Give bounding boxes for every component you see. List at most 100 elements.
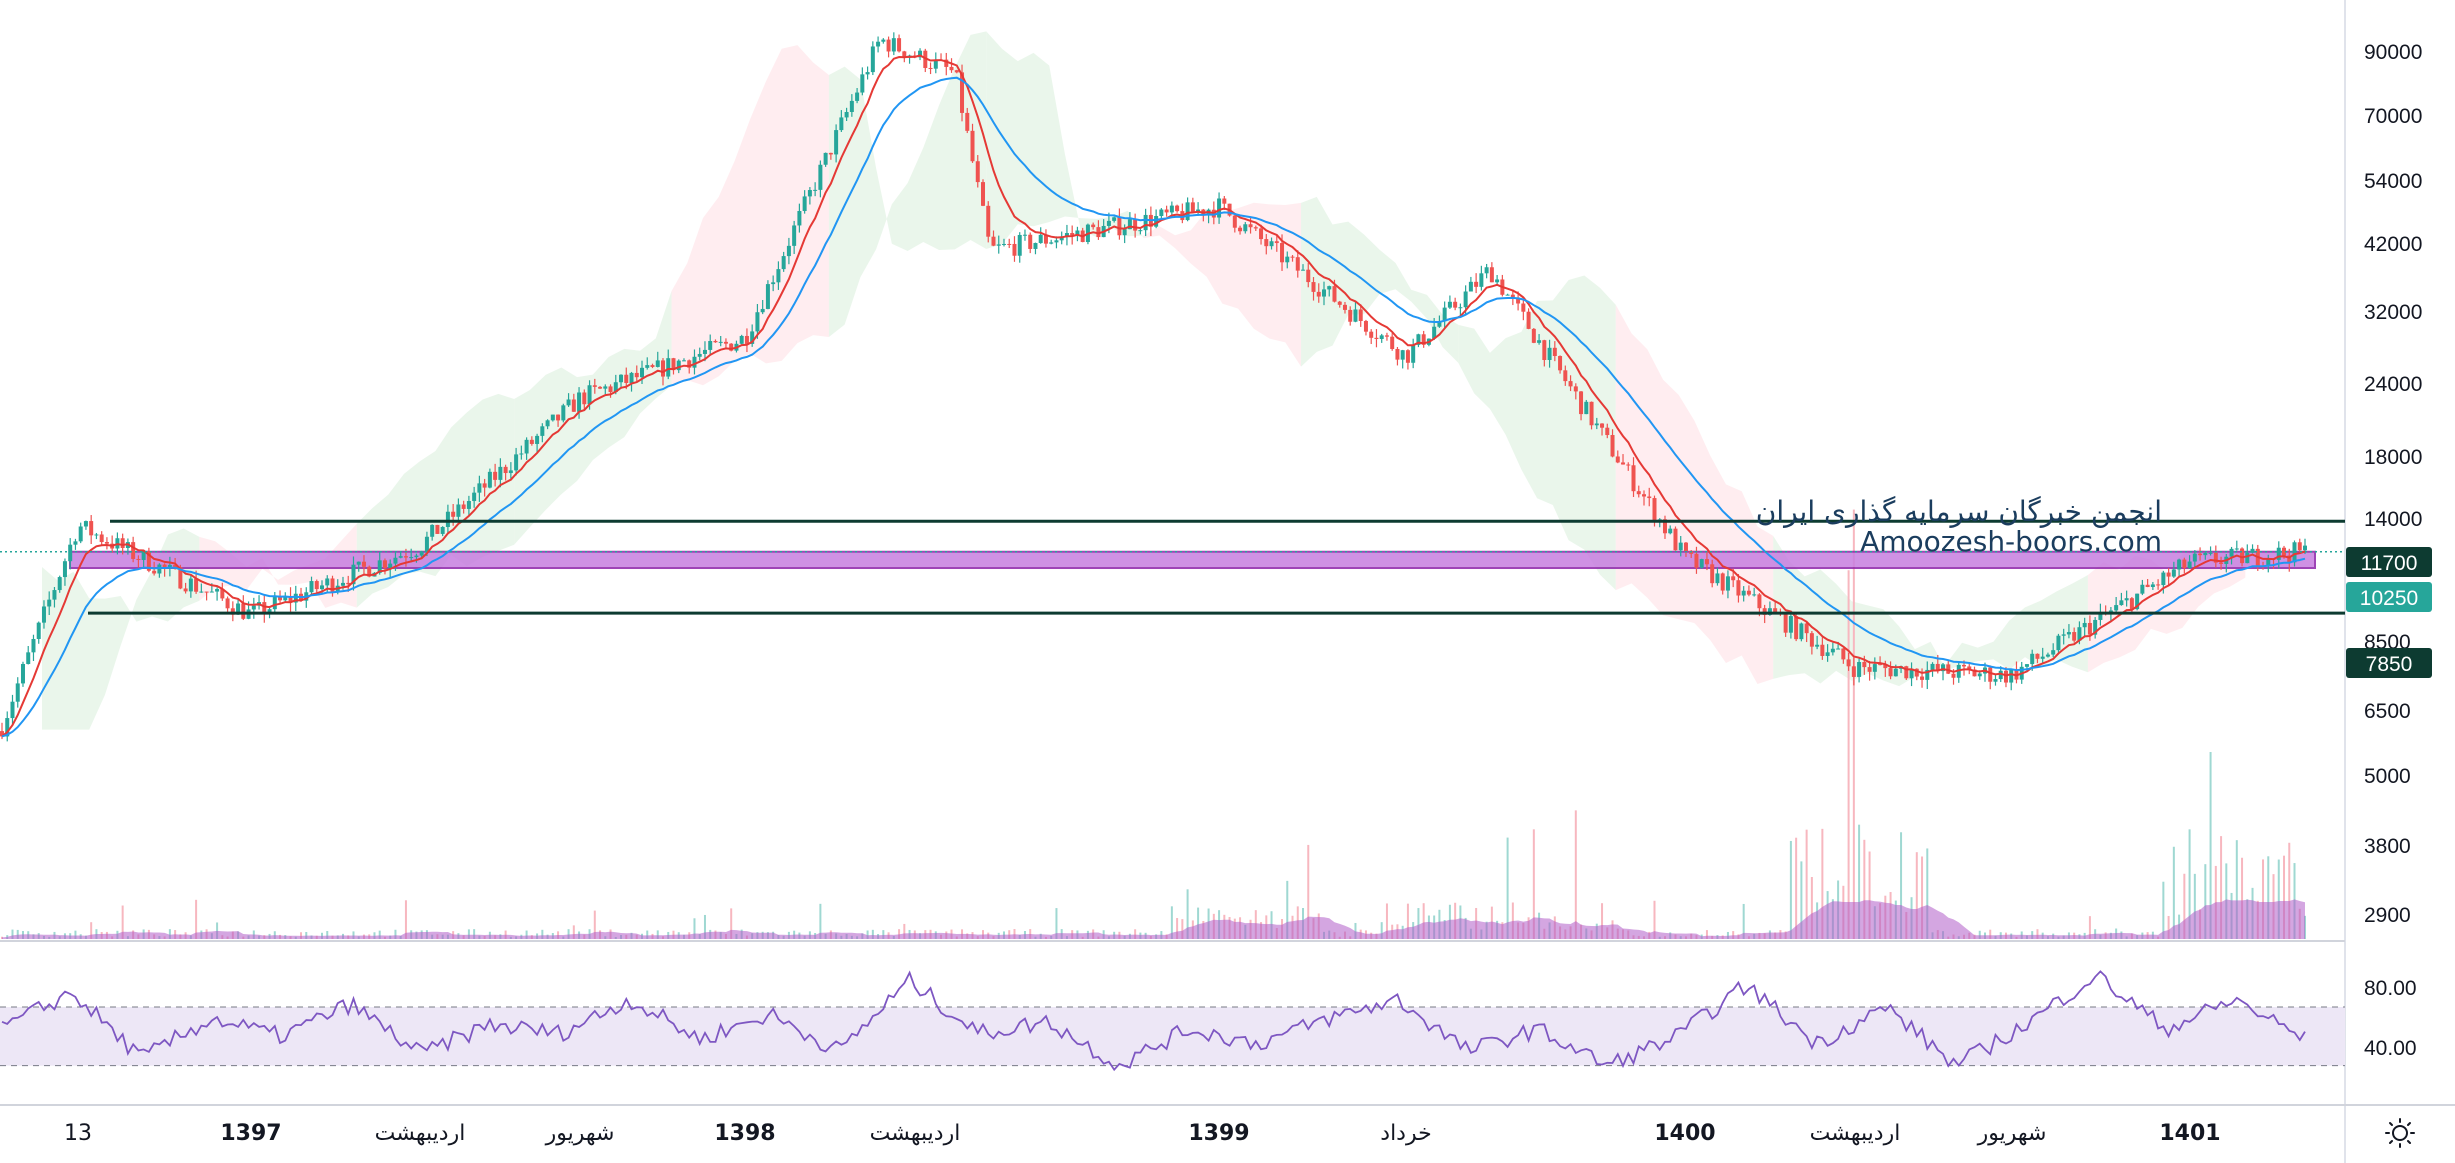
volume-bar [525,930,528,939]
time-axis[interactable]: 13 1397 اردیبهشت شهریور 1398 اردیبهشت 13… [64,1121,2221,1146]
candle-body [225,598,230,609]
volume-bar [1926,848,1929,939]
candle-body [797,211,802,226]
candle-body [1411,344,1416,363]
candle-body [839,117,844,131]
candle-body [1600,423,1605,428]
candle-body [1925,669,1930,680]
candle-body [272,597,277,610]
candle-body [2213,552,2218,563]
candle-body [1285,256,1290,263]
level-badge-upper[interactable]: 11700 [2346,547,2432,577]
candle-body [2198,553,2203,556]
last-price-badge[interactable]: 10250 [2346,582,2432,612]
level-badge-lower[interactable]: 7850 [2346,648,2432,678]
candle-body [2030,653,2035,665]
candle-body [849,100,854,112]
volume-bar [305,931,308,939]
candle-body [713,340,718,343]
volume-bar [541,929,544,939]
candle-body [1342,304,1347,310]
candle-body [283,596,288,601]
candle-body [1353,309,1358,322]
price-tick: 54000 [2364,170,2422,193]
volume-bar [656,930,659,939]
price-tick: 3800 [2364,835,2411,858]
candle-body [1463,291,1468,308]
candle-body [1851,666,1856,677]
candle-body [1788,616,1793,633]
cloud-segment [986,31,1144,250]
volume-bar [1795,837,1798,939]
horizontal-levels[interactable] [0,519,2345,615]
candle-body [508,470,513,474]
candle-body [141,551,146,560]
candle-body [1185,202,1190,221]
candle-body [1809,633,1814,647]
volume-bar [703,914,706,939]
candle-body [1007,243,1012,245]
candle-body [2182,559,2187,569]
volume-bar [1915,852,1918,939]
candle-body [152,570,157,574]
volume-bar [1989,929,1992,939]
candle-body [1484,267,1489,274]
candle-body [965,112,970,131]
volume-bar [593,910,596,939]
candle-body [430,524,435,537]
sun-icon[interactable] [2385,1118,2415,1148]
rsi-line [1,970,2306,1072]
candle-body [1725,576,1730,591]
time-label: 1398 [714,1121,775,1146]
candle-body [2150,584,2155,587]
volume-bar [2204,864,2207,939]
candle-body [786,245,791,257]
candle-body [1301,269,1306,271]
candle-body [194,578,199,592]
volume-bar [2183,873,2186,939]
price-axis[interactable]: 90000 70000 54000 42000 32000 24000 1800… [2364,41,2422,927]
candle-body [461,504,466,509]
candle-body [2066,632,2071,635]
candle-body [1112,217,1117,221]
volume-bar [352,931,355,939]
candle-body [1127,219,1132,230]
candle-body [199,591,204,593]
candle-body [1815,644,1820,647]
rsi-axis[interactable]: 80.00 40.00 [2364,977,2417,1060]
candle-body [1028,234,1033,249]
candle-body [398,556,403,558]
candle-body [293,593,298,603]
candle-body [1941,664,1946,672]
volume-bar [1789,840,1792,939]
candle-body [2156,584,2161,586]
candle-body [2135,593,2140,610]
candle-body [230,608,235,615]
candle-body [1516,297,1521,304]
candle-body [68,544,73,562]
volume-bar [2172,846,2175,939]
candle-body [340,582,345,586]
candle-body [1059,236,1064,241]
candle-body [1217,198,1222,218]
volume-bar [866,930,869,939]
candle-body [1311,282,1316,292]
candle-body [514,454,519,471]
candle-body [62,561,67,578]
candle-body [1138,230,1143,232]
candle-body [550,414,555,421]
candle-body [440,527,445,534]
price-tick: 90000 [2364,41,2422,64]
candle-body [954,70,959,73]
candle-body [2303,545,2307,551]
candle-body [1746,590,1751,595]
candle-body [388,563,393,569]
volume-bar [1286,880,1289,939]
candle-body [545,420,550,427]
volume-bar [2220,836,2223,939]
time-label: اردیبهشت [870,1121,961,1146]
volume-bar [2288,842,2291,939]
volume-bar [1900,832,1903,939]
candle-body [1222,198,1227,204]
